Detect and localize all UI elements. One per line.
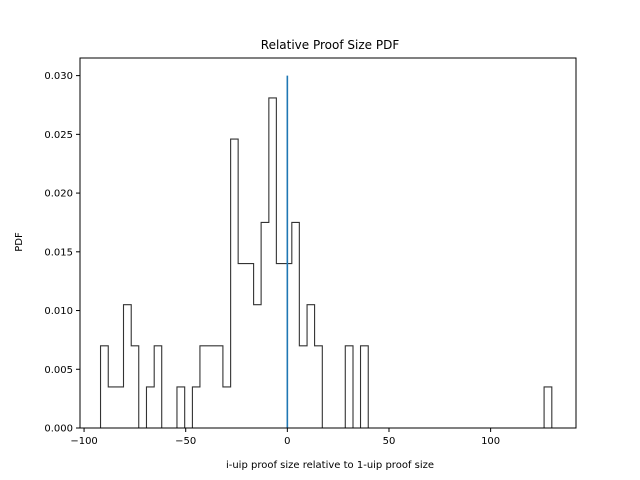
x-tick-label: −50 xyxy=(175,436,196,447)
histogram-bin xyxy=(276,264,284,428)
histogram-bin xyxy=(116,387,124,428)
x-tick-label: 50 xyxy=(383,436,396,447)
y-tick-label: 0.030 xyxy=(44,71,73,82)
chart-title: Relative Proof Size PDF xyxy=(261,38,400,52)
histogram-bin xyxy=(154,346,162,428)
histogram-bin xyxy=(208,346,216,428)
y-tick-label: 0.005 xyxy=(44,365,73,376)
plot-frame xyxy=(79,57,577,429)
x-tick-label: 0 xyxy=(284,436,290,447)
histogram-bin xyxy=(124,305,132,428)
histogram-step-outline xyxy=(99,97,553,429)
histogram-bin xyxy=(361,346,369,428)
plot-area: −100 −50 0 50 100 0.000 0.005 0.010 0.015 0.020 0.… xyxy=(44,57,577,447)
histogram-bin xyxy=(544,387,552,428)
histogram-bin xyxy=(269,98,277,428)
histogram-bin xyxy=(223,387,231,428)
y-tick-label: 0.015 xyxy=(44,247,73,258)
histogram-bin xyxy=(246,264,254,428)
y-tick-label: 0.000 xyxy=(44,424,73,435)
histogram-bin xyxy=(345,346,353,428)
histogram-bin xyxy=(261,222,269,428)
histogram-bin xyxy=(108,387,116,428)
histogram-bin xyxy=(307,305,315,428)
x-tick-label: −100 xyxy=(70,436,97,447)
x-tick-label: 100 xyxy=(481,436,500,447)
histogram-bin xyxy=(200,346,208,428)
histogram-bin xyxy=(231,139,239,428)
histogram-bin xyxy=(299,346,307,428)
histogram-bin xyxy=(254,305,262,428)
histogram-bin xyxy=(215,346,223,428)
histogram-bin xyxy=(101,346,109,428)
x-axis-label: i-uip proof size relative to 1-uip proof… xyxy=(226,460,434,471)
histogram-bin xyxy=(146,387,154,428)
y-tick-label: 0.020 xyxy=(44,189,73,200)
y-axis-label: PDF xyxy=(14,232,25,252)
histogram-bin xyxy=(292,222,300,428)
histogram-bin xyxy=(177,387,185,428)
histogram-bin xyxy=(131,346,139,428)
y-tick-label: 0.025 xyxy=(44,130,73,141)
histogram-bin xyxy=(315,346,323,428)
y-tick-label: 0.010 xyxy=(44,306,73,317)
histogram-bin xyxy=(238,264,246,428)
histogram-bin xyxy=(192,387,200,428)
